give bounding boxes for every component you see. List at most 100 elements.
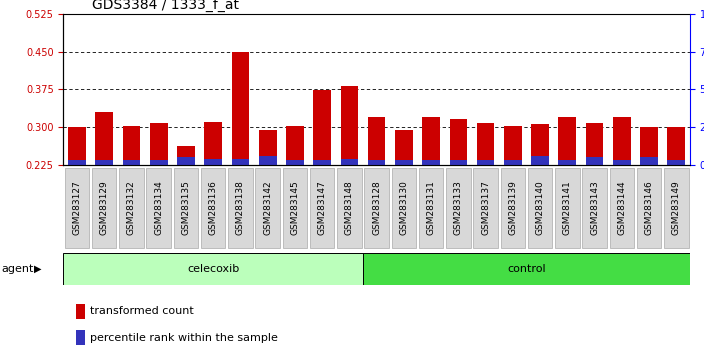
Bar bbox=[259, 156, 277, 165]
Bar bbox=[95, 112, 113, 165]
Text: GSM283149: GSM283149 bbox=[672, 181, 681, 235]
Text: GSM283133: GSM283133 bbox=[454, 181, 463, 235]
Bar bbox=[532, 125, 549, 165]
Bar bbox=[204, 159, 222, 165]
Bar bbox=[150, 124, 168, 165]
Bar bbox=[504, 160, 522, 165]
FancyBboxPatch shape bbox=[555, 168, 579, 248]
Bar bbox=[286, 160, 303, 165]
FancyBboxPatch shape bbox=[146, 168, 171, 248]
Bar bbox=[667, 127, 685, 165]
FancyBboxPatch shape bbox=[256, 168, 280, 248]
Bar bbox=[204, 122, 222, 165]
FancyBboxPatch shape bbox=[473, 168, 498, 248]
Bar bbox=[286, 126, 303, 165]
Text: GSM283148: GSM283148 bbox=[345, 181, 354, 235]
Text: GSM283144: GSM283144 bbox=[617, 181, 627, 235]
FancyBboxPatch shape bbox=[282, 168, 307, 248]
Bar bbox=[395, 160, 413, 165]
Text: agent: agent bbox=[1, 264, 34, 274]
Bar bbox=[122, 126, 140, 165]
Bar bbox=[232, 52, 249, 165]
Bar bbox=[422, 117, 440, 165]
Bar bbox=[150, 160, 168, 165]
Text: GSM283146: GSM283146 bbox=[645, 181, 653, 235]
Bar bbox=[177, 157, 195, 165]
Bar bbox=[450, 120, 467, 165]
Bar bbox=[558, 118, 576, 165]
Text: GSM283137: GSM283137 bbox=[481, 181, 490, 235]
Text: GSM283134: GSM283134 bbox=[154, 181, 163, 235]
Bar bbox=[586, 157, 603, 165]
FancyBboxPatch shape bbox=[65, 168, 89, 248]
Bar bbox=[363, 253, 690, 285]
FancyBboxPatch shape bbox=[419, 168, 444, 248]
Bar bbox=[68, 127, 86, 165]
Bar bbox=[259, 130, 277, 165]
Bar bbox=[477, 124, 494, 165]
FancyBboxPatch shape bbox=[501, 168, 525, 248]
Bar bbox=[477, 160, 494, 165]
Bar bbox=[558, 160, 576, 165]
FancyBboxPatch shape bbox=[310, 168, 334, 248]
Text: GSM283129: GSM283129 bbox=[100, 181, 108, 235]
Text: GSM283130: GSM283130 bbox=[399, 181, 408, 235]
Text: GSM283141: GSM283141 bbox=[562, 181, 572, 235]
Bar bbox=[450, 160, 467, 165]
Bar bbox=[613, 117, 631, 165]
FancyBboxPatch shape bbox=[337, 168, 362, 248]
Text: GDS3384 / 1333_f_at: GDS3384 / 1333_f_at bbox=[92, 0, 239, 12]
Bar bbox=[640, 157, 658, 165]
Bar bbox=[313, 160, 331, 165]
Bar bbox=[341, 159, 358, 165]
Text: GSM283127: GSM283127 bbox=[73, 181, 82, 235]
Bar bbox=[232, 159, 249, 165]
FancyBboxPatch shape bbox=[637, 168, 661, 248]
FancyBboxPatch shape bbox=[365, 168, 389, 248]
Bar bbox=[63, 253, 363, 285]
Text: percentile rank within the sample: percentile rank within the sample bbox=[90, 333, 278, 343]
Text: control: control bbox=[507, 264, 546, 274]
Text: GSM283131: GSM283131 bbox=[427, 181, 436, 235]
Text: GSM283132: GSM283132 bbox=[127, 181, 136, 235]
Bar bbox=[76, 330, 85, 345]
Bar bbox=[586, 123, 603, 165]
Bar bbox=[341, 86, 358, 165]
FancyBboxPatch shape bbox=[228, 168, 253, 248]
FancyBboxPatch shape bbox=[201, 168, 225, 248]
Text: GSM283128: GSM283128 bbox=[372, 181, 381, 235]
FancyBboxPatch shape bbox=[174, 168, 199, 248]
Text: GSM283140: GSM283140 bbox=[536, 181, 545, 235]
Bar bbox=[667, 160, 685, 165]
FancyBboxPatch shape bbox=[391, 168, 416, 248]
Text: GSM283135: GSM283135 bbox=[182, 181, 191, 235]
Bar bbox=[122, 160, 140, 165]
Text: transformed count: transformed count bbox=[90, 306, 194, 316]
Bar bbox=[532, 156, 549, 165]
Bar bbox=[367, 117, 386, 165]
FancyBboxPatch shape bbox=[582, 168, 607, 248]
Text: GSM283138: GSM283138 bbox=[236, 181, 245, 235]
FancyBboxPatch shape bbox=[610, 168, 634, 248]
Bar bbox=[504, 126, 522, 165]
FancyBboxPatch shape bbox=[92, 168, 116, 248]
Bar bbox=[395, 130, 413, 165]
Text: GSM283145: GSM283145 bbox=[291, 181, 299, 235]
Bar bbox=[76, 304, 85, 319]
Bar bbox=[367, 160, 386, 165]
FancyBboxPatch shape bbox=[528, 168, 553, 248]
FancyBboxPatch shape bbox=[119, 168, 144, 248]
Bar bbox=[613, 160, 631, 165]
Bar bbox=[95, 160, 113, 165]
Text: GSM283143: GSM283143 bbox=[590, 181, 599, 235]
Text: GSM283147: GSM283147 bbox=[318, 181, 327, 235]
Bar bbox=[313, 90, 331, 165]
Text: GSM283142: GSM283142 bbox=[263, 181, 272, 235]
Text: GSM283136: GSM283136 bbox=[208, 181, 218, 235]
Text: GSM283139: GSM283139 bbox=[508, 181, 517, 235]
Bar bbox=[640, 127, 658, 165]
Bar bbox=[422, 160, 440, 165]
Text: ▶: ▶ bbox=[34, 264, 42, 274]
Bar bbox=[68, 160, 86, 165]
Text: celecoxib: celecoxib bbox=[187, 264, 239, 274]
